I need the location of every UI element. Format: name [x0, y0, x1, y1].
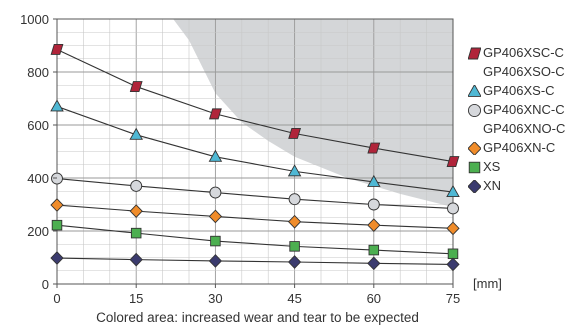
series-line: [56, 204, 454, 229]
x-unit-label: [mm]: [473, 276, 502, 291]
circle-marker: [468, 104, 481, 117]
plot-frame: [56, 18, 454, 285]
y-tick-label: 200: [27, 224, 49, 239]
legend-label: GP406XSC-C: [483, 45, 564, 60]
diamond-marker: [367, 218, 381, 233]
triangle-marker: [129, 127, 143, 140]
diamond-marker: [287, 255, 302, 269]
diamond-marker: [129, 252, 143, 267]
x-tick-label: 15: [129, 291, 143, 306]
legend-item: GP406XSO-C: [467, 63, 583, 82]
circle-marker: [367, 198, 380, 211]
triangle-marker: [446, 184, 460, 197]
square-marker: [468, 161, 481, 174]
x-tick-label: 30: [208, 291, 222, 306]
circle-marker: [51, 172, 63, 185]
diamond-marker: [446, 257, 460, 272]
legend-item: XN: [467, 177, 583, 196]
y-tick-label: 600: [27, 118, 49, 133]
triangle-marker: [208, 149, 223, 162]
triangle-marker: [50, 99, 64, 112]
diamond-marker: [129, 204, 143, 218]
legend-item: GP406XN-C: [467, 139, 583, 158]
parallelogram-marker: [288, 128, 302, 139]
x-tick-label: 0: [53, 291, 60, 306]
parallelogram-marker: [446, 156, 460, 168]
x-tick-label: 75: [446, 291, 460, 306]
legend-marker: [468, 85, 481, 97]
legend-item: GP406XS-C: [467, 82, 583, 101]
legend: GP406XSC-C GP406XSO-C GP406XS-C GP406XNC-C G…: [467, 44, 583, 196]
square-marker: [289, 241, 300, 252]
diamond-marker: [208, 209, 223, 224]
legend-marker: [468, 142, 481, 155]
parallelogram-marker: [468, 47, 481, 60]
legend-label: GP406XNC-C: [483, 102, 565, 117]
square-marker: [51, 219, 63, 231]
legend-marker: [468, 180, 481, 193]
diamond-marker: [208, 254, 223, 268]
series-line: [56, 48, 454, 163]
square-marker: [447, 248, 459, 260]
legend-item: GP406XNC-C: [467, 101, 583, 120]
circle-marker: [447, 202, 459, 215]
y-tick-label: 1000: [20, 12, 49, 27]
legend-marker: [468, 104, 481, 117]
circle-marker: [288, 193, 301, 206]
diamond-marker: [367, 256, 381, 271]
diamond-marker: [50, 251, 64, 265]
y-tick-label: 0: [42, 277, 49, 292]
series-line: [56, 224, 454, 255]
tick-labels: 0 200 400 600 800 1000 0 15 30 45 60 75: [20, 12, 460, 306]
diamond-marker: [50, 198, 64, 212]
legend-label: GP406XN-C: [483, 140, 556, 155]
legend-item: XS: [467, 158, 583, 177]
parallelogram-marker: [129, 81, 143, 93]
x-tick-label: 60: [367, 291, 381, 306]
series-line: [56, 177, 454, 210]
legend-label: XS: [483, 159, 501, 174]
circle-marker: [130, 179, 143, 192]
legend-label: XN: [483, 178, 502, 193]
diamond-marker: [468, 180, 481, 193]
triangle-marker: [287, 164, 302, 177]
grid: [57, 19, 453, 284]
square-marker: [210, 235, 221, 247]
shaded-wear-region: [173, 19, 453, 208]
triangle-marker: [367, 174, 381, 187]
parallelogram-marker: [367, 142, 381, 154]
y-tick-label: 400: [27, 171, 49, 186]
series-group: [50, 44, 460, 272]
diamond-marker: [468, 142, 481, 155]
series-line: [56, 105, 454, 193]
legend-item: GP406XNO-C: [467, 120, 583, 139]
legend-marker: [468, 47, 481, 60]
legend-label: GP406XSO-C: [483, 64, 565, 79]
series-line: [56, 257, 454, 265]
x-tick-label: 45: [287, 291, 301, 306]
circle-marker: [209, 186, 222, 199]
legend-marker: [468, 161, 481, 174]
parallelogram-marker: [208, 108, 222, 120]
diamond-marker: [446, 221, 460, 236]
triangle-marker: [468, 85, 481, 97]
legend-label: GP406XS-C: [483, 83, 555, 98]
caption: Colored area: increased wear and tear to…: [96, 310, 419, 325]
diamond-marker: [287, 214, 302, 229]
square-marker: [368, 244, 380, 256]
legend-item: GP406XSC-C: [467, 44, 583, 63]
legend-label: GP406XNO-C: [483, 121, 566, 136]
parallelogram-marker: [50, 44, 64, 55]
y-tick-label: 800: [27, 65, 49, 80]
square-marker: [130, 227, 142, 239]
